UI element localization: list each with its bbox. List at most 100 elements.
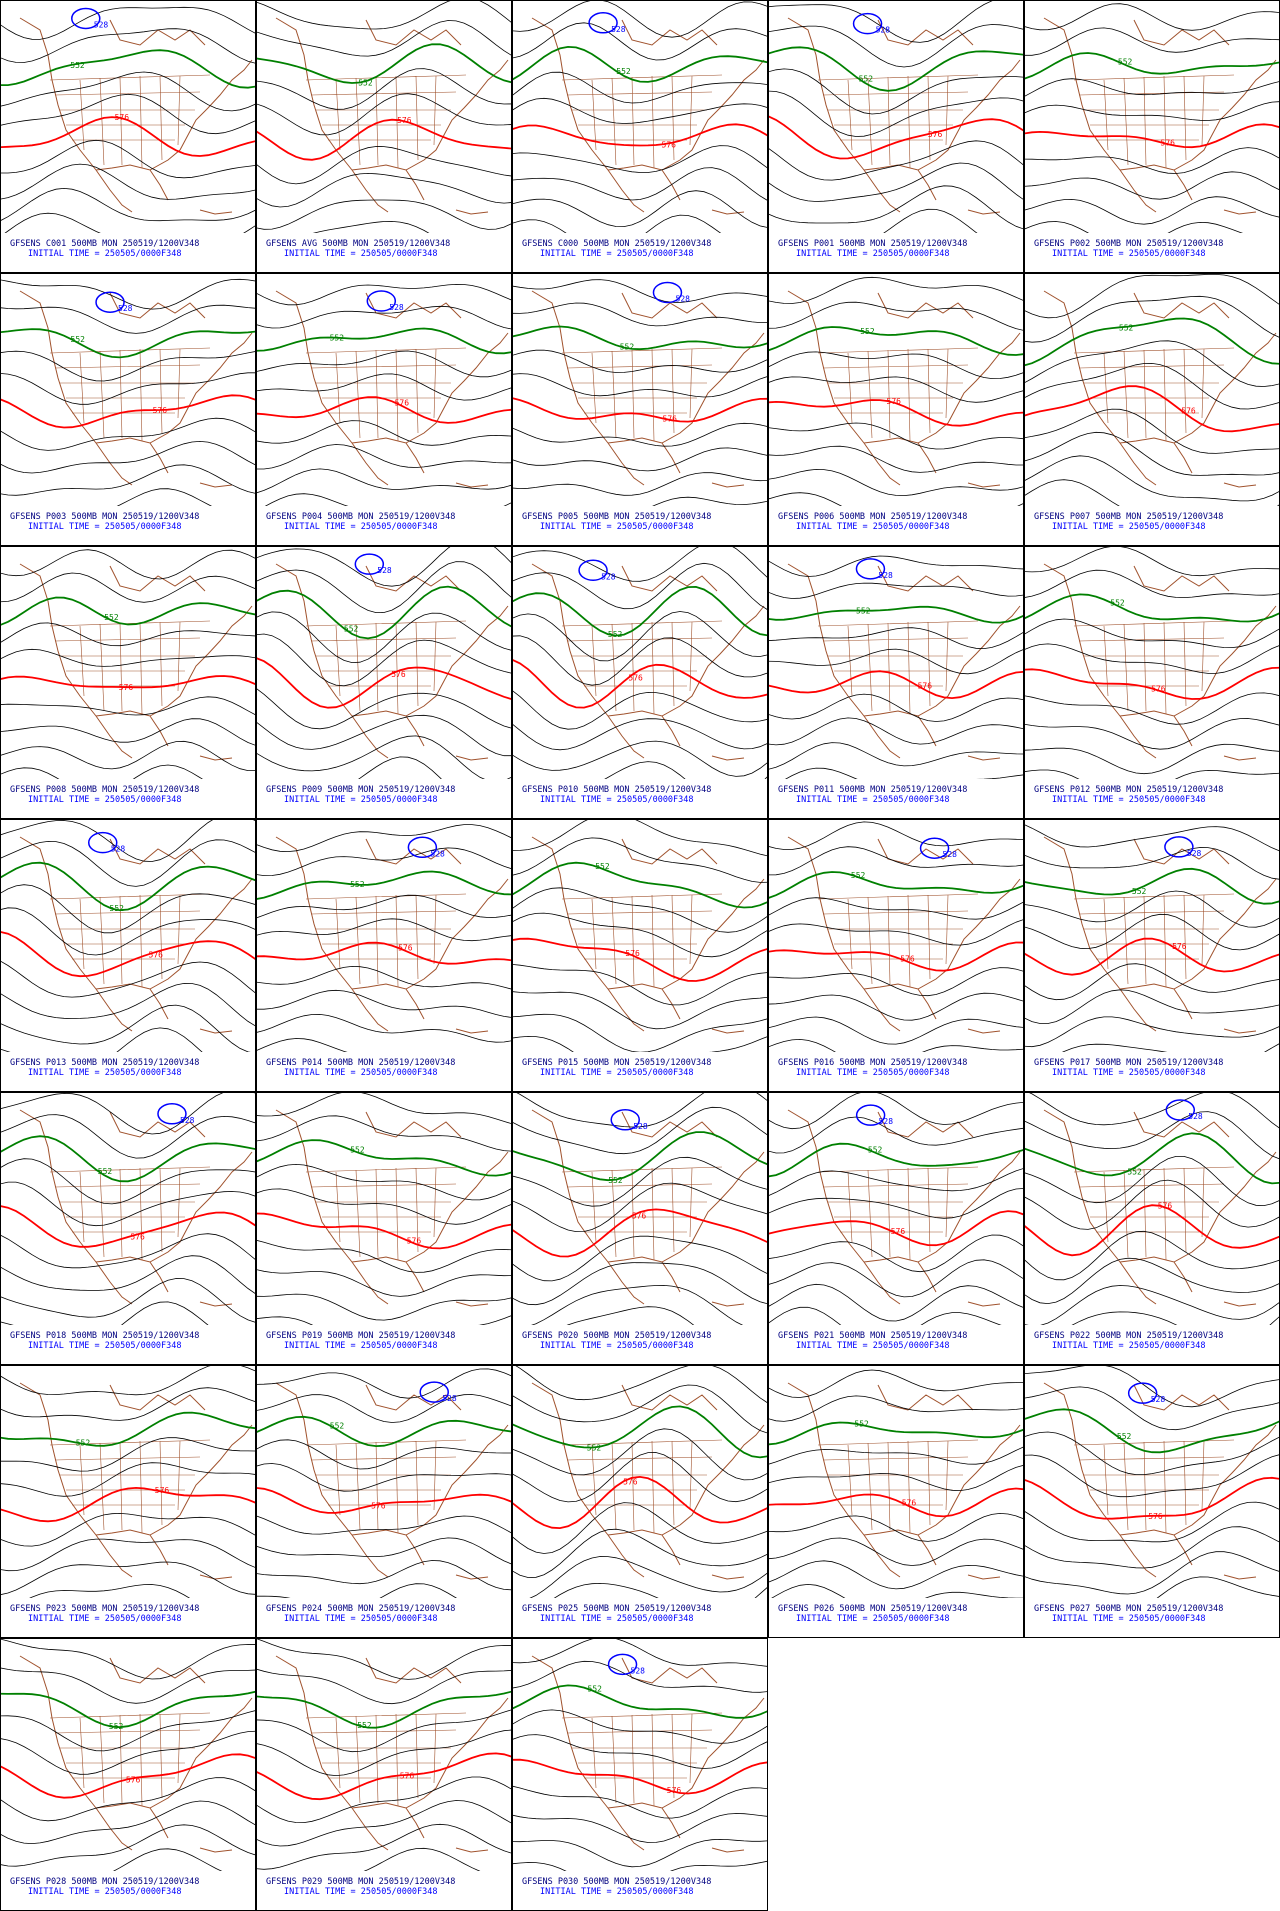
low-contour: [919, 837, 950, 859]
contour-label: 552: [344, 624, 359, 633]
contour: [1025, 196, 1279, 225]
contour-552: [1025, 1408, 1279, 1454]
contour: [1025, 692, 1279, 725]
contour-label: 528: [611, 25, 626, 34]
contour: [513, 1785, 767, 1819]
low-contour: [1164, 836, 1194, 858]
contour: [1, 464, 255, 496]
contour-552: [769, 46, 1023, 92]
contour: [513, 447, 767, 472]
contour: [513, 190, 767, 228]
contour-552: [769, 326, 1023, 356]
coastline: [531, 1109, 765, 1307]
contour: [513, 690, 767, 730]
contour-label: 528: [111, 845, 126, 854]
contour: [513, 820, 767, 857]
contour: [513, 1035, 767, 1052]
contour-label: 552: [851, 871, 866, 880]
map-area: [769, 1369, 1023, 1598]
contour: [513, 349, 767, 373]
contour: [769, 276, 1023, 304]
coastline: [275, 836, 509, 1034]
contour: [769, 846, 1023, 876]
contour-label: 528: [442, 1394, 457, 1403]
map-area: [257, 283, 511, 506]
contour-label: 576: [891, 1227, 906, 1236]
contour: [257, 1293, 511, 1321]
contour: [257, 305, 511, 330]
contour-label: 552: [1127, 1167, 1142, 1176]
contour-552: [257, 1415, 511, 1448]
contour-label: 576: [1181, 407, 1196, 416]
map-panel: 552 576 528 GFSENS P021 500MB MON 250519/12…: [768, 1092, 1024, 1365]
map-panel: 552 576 528 GFSENS C000 500MB MON 250519/12…: [512, 0, 768, 273]
contour: [1025, 547, 1279, 577]
contour: [513, 145, 767, 173]
low-contour: [407, 836, 438, 859]
contour-576: [513, 1758, 767, 1795]
contour: [1025, 989, 1279, 1024]
contour: [257, 350, 511, 378]
low-contour: [852, 12, 883, 35]
panel-frame: [0, 1092, 256, 1365]
contour: [257, 633, 511, 687]
contour: [1, 1093, 255, 1135]
contour: [1, 163, 255, 200]
panel-frame: [256, 0, 512, 273]
contour: [769, 1446, 1023, 1465]
contour: [257, 1394, 511, 1423]
panel-init-time: INITIAL TIME = 250505/0000F348: [540, 1068, 694, 1078]
contour-label: 576: [391, 670, 406, 679]
coastline: [275, 17, 509, 215]
state-lines: [49, 620, 211, 715]
contour: [358, 756, 442, 779]
contour-552: [1, 1411, 255, 1447]
panel-title: GFSENS P019 500MB MON 250519/1200V348: [266, 1331, 455, 1341]
contour: [257, 1823, 511, 1870]
contour: [1025, 824, 1279, 852]
contour: [513, 1452, 767, 1503]
contour-label: 552: [859, 75, 874, 84]
low-contour: [610, 1109, 640, 1131]
map-area: [513, 1, 767, 233]
contour: [769, 1537, 1023, 1566]
panel-title: GFSENS P016 500MB MON 250519/1200V348: [778, 1058, 967, 1068]
coastline: [19, 1382, 253, 1580]
contour: [1, 1301, 209, 1325]
contour: [1, 961, 255, 998]
state-lines: [817, 620, 979, 715]
contour-552: [257, 43, 511, 84]
panel-frame: [768, 1092, 1024, 1365]
contour-label: 576: [1158, 1201, 1173, 1210]
contour: [769, 1306, 1002, 1325]
contour: [257, 172, 511, 208]
contour-576: [257, 1212, 511, 1250]
contour: [1025, 1111, 1279, 1160]
map-area: [513, 279, 767, 506]
contour: [513, 214, 722, 233]
contour: [4, 212, 255, 233]
map-panel: 552 576 528 GFSENS P030 500MB MON 250519/12…: [512, 1638, 768, 1911]
contour: [769, 897, 1023, 920]
panel-title: GFSENS P023 500MB MON 250519/1200V348: [10, 1604, 199, 1614]
map-panel: 552 576 528 GFSENS P009 500MB MON 250519/12…: [256, 546, 512, 819]
contour: [769, 68, 1023, 115]
contour: [1, 622, 255, 647]
contour: [1025, 643, 1279, 674]
map-panel: 552 576 GFSENS P015 500MB MON 250519/1200V…: [512, 819, 768, 1092]
contour-label: 576: [928, 130, 943, 139]
contour-label: 552: [71, 335, 86, 344]
panel-title: GFSENS P001 500MB MON 250519/1200V348: [778, 239, 967, 249]
map-area: [1025, 824, 1279, 1052]
contour-label: 576: [149, 950, 164, 959]
panel-init-time: INITIAL TIME = 250505/0000F348: [284, 1614, 438, 1624]
map-area: [1025, 3, 1279, 233]
contour: [1025, 408, 1279, 454]
coastline: [19, 290, 253, 488]
panel-frame: [768, 1365, 1024, 1638]
contour: [1025, 743, 1279, 775]
contour-label: 552: [330, 1422, 345, 1431]
contour-552: [513, 325, 767, 351]
contour: [257, 468, 511, 494]
contour-552: [257, 1139, 511, 1177]
